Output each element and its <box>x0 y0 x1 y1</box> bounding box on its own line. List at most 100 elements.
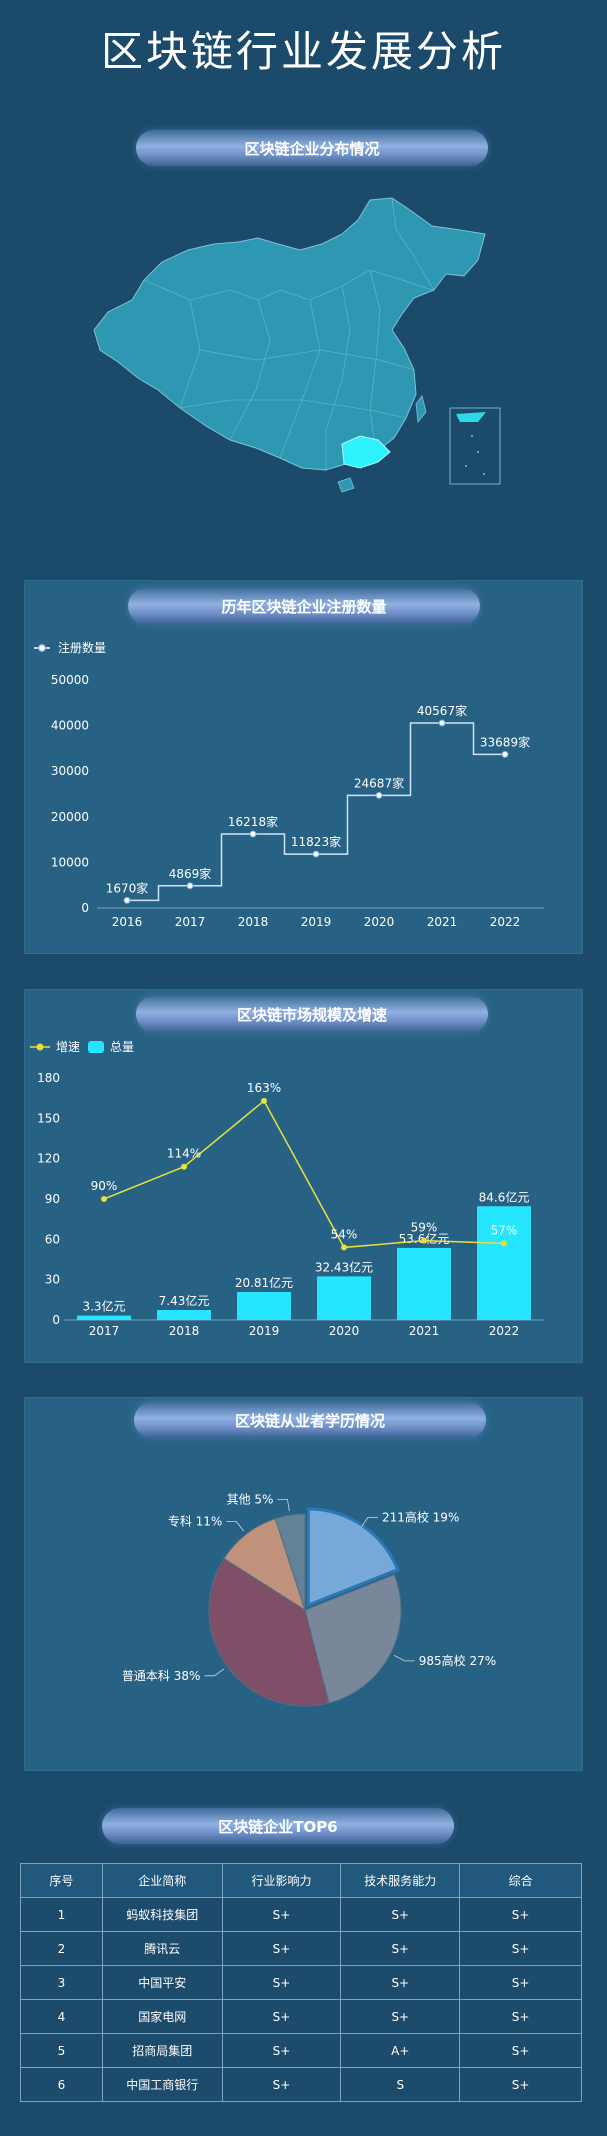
x-tick-label: 2016 <box>112 915 143 929</box>
pie-label: 211高校 19% <box>382 1509 459 1524</box>
cell-rank: 3 <box>20 1965 103 2000</box>
legend-label: 注册数量 <box>58 640 106 655</box>
edu-pie-chart: 211高校 19% 985高校 27% 普通本科 38% 专科 11% 其他 5% <box>122 1492 496 1707</box>
cell-company: 中国工商银行 <box>101 2067 223 2102</box>
edu-section-title: 区块链从业者学历情况 <box>134 1402 486 1438</box>
data-label: 33689家 <box>480 734 530 749</box>
line-label: 163% <box>247 1081 281 1095</box>
header-overall: 综合 <box>459 1863 582 1898</box>
pie-label: 其他 5% <box>227 1492 274 1506</box>
cell-overall: S+ <box>459 1965 582 2000</box>
data-label: 16218家 <box>228 814 278 829</box>
pie-leader-line <box>393 1655 415 1662</box>
line-point <box>501 1240 507 1247</box>
x-tick-label: 2022 <box>489 1324 520 1338</box>
pie-leader-line <box>360 1516 378 1528</box>
cell-tech-service: S <box>340 2067 461 2102</box>
legend-label: 总量 <box>110 1040 134 1054</box>
pie-slice-其他 <box>274 1513 306 1611</box>
x-tick-label: 2022 <box>490 915 521 929</box>
hainan-island <box>337 477 355 493</box>
y-tick-label: 180 <box>37 1071 60 1085</box>
y-tick-label: 10000 <box>51 855 89 869</box>
taiwan-island <box>415 395 427 424</box>
x-tick-label: 2018 <box>238 915 269 929</box>
cell-overall: S+ <box>459 1897 582 1932</box>
table-row: 3 中国平安 S+ S+ S+ <box>20 1965 582 2000</box>
pie-slice-985高校 <box>304 1574 402 1704</box>
bar-2021 <box>397 1247 451 1320</box>
header-influence: 行业影响力 <box>221 1863 342 1898</box>
table-row: 6 中国工商银行 S+ S S+ <box>20 2067 582 2102</box>
cell-company: 中国平安 <box>101 1965 223 2000</box>
line-point <box>101 1196 107 1202</box>
header-company: 企业简称 <box>101 1863 223 1898</box>
y-tick-label: 120 <box>37 1152 60 1166</box>
cell-tech-service: S+ <box>340 1999 461 2034</box>
cell-tech-service: A+ <box>340 2033 461 2068</box>
market-chart: 增速 总量 0 30 60 90 120 150 180 2017 2018 2019 2020 2021… <box>30 1040 544 1338</box>
data-point <box>375 791 383 799</box>
series-line-增速 <box>103 1099 505 1249</box>
data-point <box>123 896 131 904</box>
data-point <box>186 882 194 890</box>
cell-company: 腾讯云 <box>101 1931 223 1966</box>
cell-overall: S+ <box>459 1999 582 2034</box>
y-tick-label: 30000 <box>51 764 89 778</box>
cell-influence: S+ <box>221 1965 342 2000</box>
line-label: 57% <box>491 1223 518 1237</box>
data-label: 1670家 <box>106 880 149 895</box>
cell-rank: 4 <box>20 1999 103 2034</box>
cell-tech-service: S+ <box>340 1897 461 1932</box>
bar-label: 32.43亿元 <box>315 1259 373 1274</box>
y-tick-label: 20000 <box>51 810 89 824</box>
map-section-title: 区块链企业分布情况 <box>136 130 488 166</box>
pie-label: 专科 11% <box>168 1514 223 1529</box>
pie-slice-专科 <box>223 1518 306 1612</box>
china-map <box>93 197 501 493</box>
x-tick-label: 2021 <box>409 1324 440 1338</box>
cell-company: 蚂蚁科技集团 <box>101 1897 223 1932</box>
table-row: 1 蚂蚁科技集团 S+ S+ S+ <box>20 1897 582 1932</box>
x-tick-label: 2018 <box>169 1324 200 1338</box>
top6-section-title: 区块链企业TOP6 <box>102 1808 454 1844</box>
cell-overall: S+ <box>459 2067 582 2102</box>
bar-label: 7.43亿元 <box>159 1293 210 1308</box>
legend-marker <box>36 1043 44 1051</box>
y-tick-label: 30 <box>45 1273 60 1287</box>
top6-table: 序号 企业简称 行业影响力 技术服务能力 综合 1 蚂蚁科技集团 S+ S+ S… <box>20 1863 582 2102</box>
pie-leader-line <box>226 1521 245 1532</box>
line-label: 59% <box>411 1221 438 1235</box>
header-tech-service: 技术服务能力 <box>340 1863 461 1898</box>
line-point <box>421 1237 427 1244</box>
guangdong-highlight <box>341 435 391 469</box>
cell-overall: S+ <box>459 2033 582 2068</box>
bar-2019 <box>237 1292 291 1320</box>
bar-2017 <box>77 1315 131 1320</box>
y-tick-label: 150 <box>37 1111 60 1125</box>
cell-influence: S+ <box>221 1999 342 2034</box>
data-label: 24687家 <box>354 775 404 790</box>
data-label: 40567家 <box>417 703 467 718</box>
table-header-row: 序号 企业简称 行业影响力 技术服务能力 综合 <box>20 1863 582 1898</box>
page-title: 区块链行业发展分析 <box>100 27 506 76</box>
cell-company: 国家电网 <box>101 1999 223 2034</box>
cell-rank: 6 <box>20 2067 103 2102</box>
x-tick-label: 2020 <box>364 915 395 929</box>
cell-rank: 5 <box>20 2033 103 2068</box>
cell-influence: S+ <box>221 2067 342 2102</box>
x-tick-label: 2019 <box>301 915 332 929</box>
pie-leader-line <box>277 1498 290 1512</box>
y-tick-label: 60 <box>45 1232 60 1246</box>
x-tick-label: 2019 <box>249 1324 280 1338</box>
bar-label: 3.3亿元 <box>82 1299 125 1314</box>
table-row: 2 腾讯云 S+ S+ S+ <box>20 1931 582 1966</box>
line-point <box>261 1097 267 1104</box>
cell-influence: S+ <box>221 2033 342 2068</box>
cell-overall: S+ <box>459 1931 582 1966</box>
table-row: 4 国家电网 S+ S+ S+ <box>20 1999 582 2034</box>
y-tick-label: 50000 <box>51 673 89 687</box>
line-point <box>341 1244 347 1251</box>
x-tick-label: 2017 <box>89 1324 120 1338</box>
y-tick-label: 40000 <box>51 719 89 733</box>
